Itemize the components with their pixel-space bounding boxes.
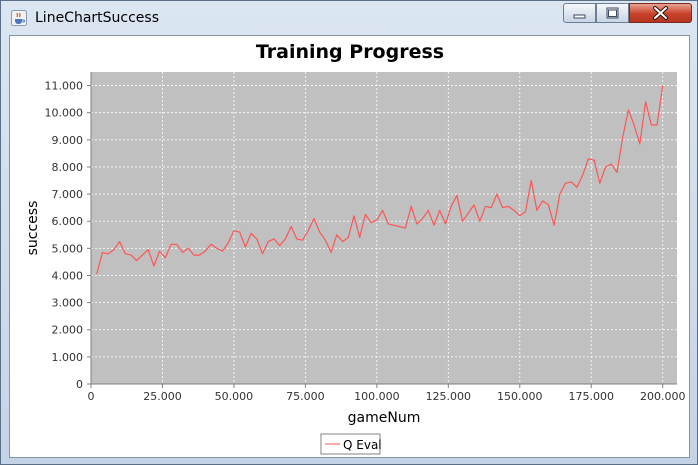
x-tick-label: 50.000 [215, 390, 254, 403]
series-line-q-eval [96, 85, 664, 275]
y-tick-label: 7.000 [52, 188, 84, 201]
close-icon [653, 6, 668, 20]
y-tick-label: 9.000 [52, 134, 84, 147]
x-axis-label: gameNum [348, 410, 421, 426]
series-layer [96, 85, 664, 275]
x-tick-label: 100.000 [354, 390, 400, 403]
y-tick-label: 4.000 [52, 269, 84, 282]
legend-box [320, 433, 381, 455]
y-tick-label: 0 [76, 378, 83, 391]
chart-title: Training Progress [256, 41, 444, 63]
x-tick-label: 75.000 [286, 390, 325, 403]
title-bar[interactable]: LineChartSuccess [1, 1, 697, 35]
y-tick-label: 11.000 [45, 80, 84, 93]
legend: Q Eval [320, 433, 382, 455]
maximize-icon [606, 7, 619, 19]
x-tick-label: 0 [88, 390, 95, 403]
y-tick-label: 5.000 [52, 242, 84, 255]
x-tick-label: 25.000 [143, 390, 182, 403]
y-tick-labels: 0 1.000 2.000 3.000 4.000 5.000 6.000 7.000 8.00… [45, 80, 91, 391]
x-tick-label: 150.000 [497, 390, 543, 403]
y-tick-label: 6.000 [52, 215, 84, 228]
y-tick-label: 8.000 [52, 161, 84, 174]
legend-label: Q Eval [343, 438, 382, 452]
chart-panel: Training Progress 0 1.000 2.000 3.000 4.000 5… [9, 35, 690, 458]
x-tick-label: 125.000 [426, 390, 472, 403]
java-cup-icon [11, 10, 27, 26]
window-title: LineChartSuccess [35, 10, 160, 26]
minimize-button[interactable] [563, 3, 596, 23]
y-tick-label: 2.000 [52, 324, 84, 337]
close-button[interactable] [629, 3, 692, 23]
line-chart: Training Progress 0 1.000 2.000 3.000 4.000 5… [25, 41, 686, 455]
x-tick-label: 200.000 [640, 390, 686, 403]
minimize-icon [573, 14, 586, 19]
x-tick-labels: 0 25.000 50.000 75.000 100.000 125.000 150.000… [88, 384, 686, 403]
y-tick-label: 10.000 [45, 107, 84, 120]
plot-area [91, 72, 677, 384]
x-tick-label: 175.000 [568, 390, 614, 403]
y-tick-label: 1.000 [52, 351, 84, 364]
y-tick-label: 3.000 [52, 297, 84, 310]
y-axis-label: success [25, 201, 41, 256]
maximize-button[interactable] [596, 3, 629, 23]
